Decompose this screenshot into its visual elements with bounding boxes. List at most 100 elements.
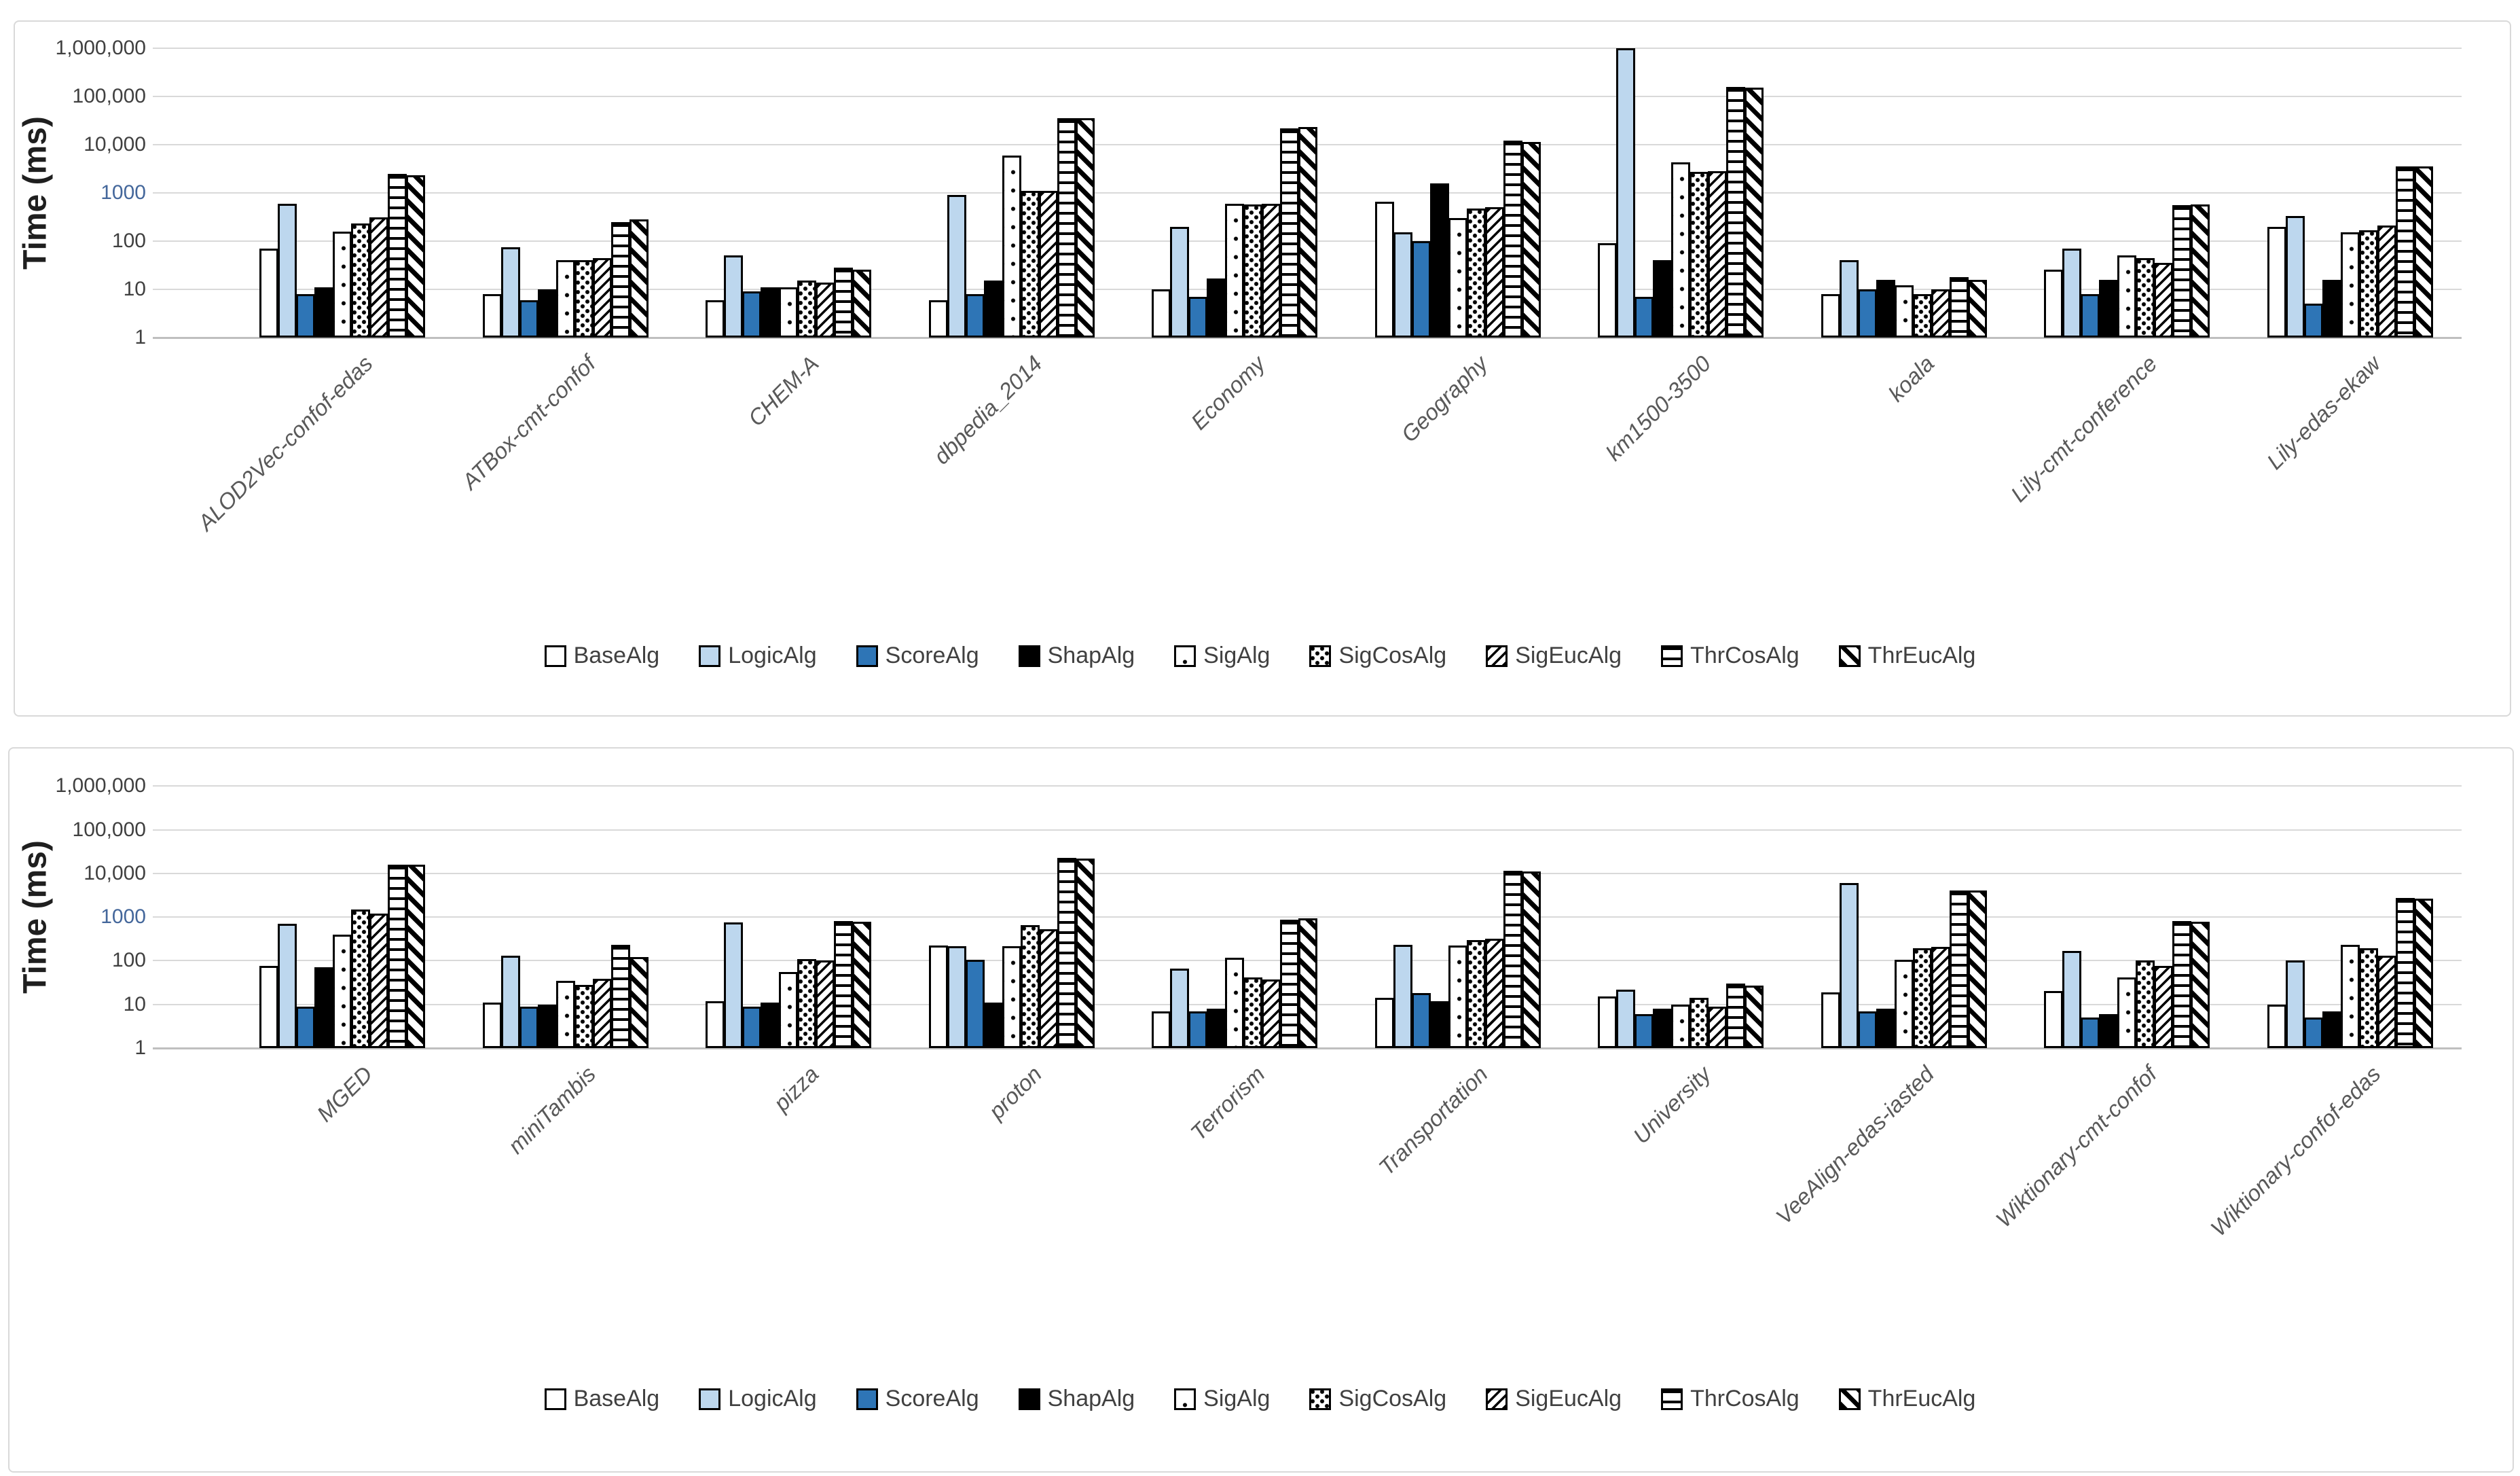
bar-ScoreAlg-Terrorism <box>1188 1011 1207 1048</box>
bar-ShapAlg-Economy <box>1207 278 1226 338</box>
bar-SigCosAlg-Transportation <box>1467 939 1486 1048</box>
bar-ThrCosAlg-miniTambis <box>611 945 630 1048</box>
legend-item-LogicAlg: LogicAlg <box>699 1386 817 1412</box>
bar-ThrEucAlg-Wiktionary-confof-edas <box>2414 899 2433 1048</box>
legend-swatch-solid-blue-icon <box>856 1388 878 1410</box>
bar-ThrEucAlg-dbpedia_2014 <box>1076 118 1095 338</box>
bar-ShapAlg-Wiktionary-confof-edas <box>2322 1011 2341 1048</box>
bar-SigAlg-Terrorism <box>1225 958 1244 1048</box>
bar-ThrCosAlg-proton <box>1057 857 1076 1048</box>
bar-LogicAlg-pizza <box>724 922 743 1048</box>
bar-SigEucAlg-CHEM-A <box>816 282 835 338</box>
y-tick-label: 100,000 <box>72 818 146 841</box>
bar-ShapAlg-Terrorism <box>1207 1008 1226 1048</box>
y-tick-label: 1 <box>134 326 146 348</box>
bar-SigAlg-University <box>1671 1004 1690 1048</box>
bar-ThrCosAlg-VeeAlign-edas-iasted <box>1950 890 1969 1048</box>
bar-ThrCosAlg-Wiktionary-cmt-confof <box>2172 920 2191 1048</box>
bar-ScoreAlg-Geography <box>1412 241 1431 338</box>
bar-ThrCosAlg-koala <box>1950 276 1969 338</box>
y-tick-label: 10,000 <box>84 133 146 156</box>
legend-label: SigEucAlg <box>1515 1386 1622 1411</box>
bar-ScoreAlg-miniTambis <box>519 1006 538 1048</box>
bar-ShapAlg-km1500-3500 <box>1653 260 1672 338</box>
legend-swatch-solid-light-blue-icon <box>699 645 721 667</box>
bar-SigEucAlg-Wiktionary-confof-edas <box>2377 956 2396 1048</box>
legend-label: ShapAlg <box>1047 1386 1135 1411</box>
y-tick-label: 100 <box>111 949 146 972</box>
bar-LogicAlg-Economy <box>1170 226 1189 338</box>
bar-SigCosAlg-Terrorism <box>1243 977 1262 1048</box>
bar-SigEucAlg-ATBox-cmt-confof <box>593 257 612 338</box>
bar-SigEucAlg-km1500-3500 <box>1708 171 1727 338</box>
bar-SigEucAlg-Lily-edas-ekaw <box>2377 226 2396 338</box>
bar-ShapAlg-ATBox-cmt-confof <box>538 289 557 338</box>
bar-ScoreAlg-CHEM-A <box>742 291 761 338</box>
bar-SigEucAlg-proton <box>1039 929 1058 1048</box>
legend-item-ShapAlg: ShapAlg <box>1018 643 1135 669</box>
bar-BaseAlg-pizza <box>706 1001 725 1048</box>
y-tick-label: 1 <box>134 1037 146 1059</box>
y-tick-label: 10 <box>123 278 146 300</box>
bar-LogicAlg-Lily-edas-ekaw <box>2286 216 2305 338</box>
legend-swatch-solid-black-icon <box>1018 645 1040 667</box>
legend-label: BaseAlg <box>573 643 660 668</box>
legend-label: ThrEucAlg <box>1867 643 1976 668</box>
bar-SigCosAlg-CHEM-A <box>797 281 816 338</box>
bar-SigCosAlg-Wiktionary-confof-edas <box>2359 948 2378 1048</box>
bar-ShapAlg-Lily-edas-ekaw <box>2322 279 2341 338</box>
bar-ShapAlg-Wiktionary-cmt-confof <box>2099 1013 2118 1048</box>
y-tick-label: 1,000,000 <box>55 37 146 59</box>
bar-BaseAlg-km1500-3500 <box>1598 243 1617 338</box>
bar-SigCosAlg-VeeAlign-edas-iasted <box>1913 948 1932 1048</box>
legend-swatch-dots-sparse-icon <box>1174 1388 1197 1410</box>
legend-label: SigAlg <box>1203 1386 1271 1411</box>
bar-ThrEucAlg-ATBox-cmt-confof <box>629 219 649 338</box>
y-gridline-1000000 <box>153 48 2462 49</box>
bar-SigAlg-CHEM-A <box>779 287 798 338</box>
legend-swatch-h-stripes-icon <box>1661 645 1683 667</box>
legend-swatch-dots-sparse-icon <box>1174 645 1197 667</box>
legend-label: ScoreAlg <box>885 1386 979 1411</box>
legend-item-SigEucAlg: SigEucAlg <box>1486 1386 1622 1412</box>
bar-SigEucAlg-dbpedia_2014 <box>1039 191 1058 338</box>
bar-ShapAlg-koala <box>1876 279 1895 338</box>
bar-ScoreAlg-pizza <box>742 1006 761 1048</box>
bar-ShapAlg-dbpedia_2014 <box>984 281 1003 338</box>
bar-ShapAlg-pizza <box>761 1003 780 1048</box>
y-gridline-1 <box>153 337 2462 339</box>
bar-LogicAlg-Wiktionary-cmt-confof <box>2062 951 2081 1048</box>
y-gridline-1000 <box>153 916 2462 918</box>
bar-ScoreAlg-University <box>1635 1013 1654 1048</box>
legend-label: ThrCosAlg <box>1690 643 1800 668</box>
y-tick-label: 10,000 <box>84 861 146 884</box>
bar-SigAlg-pizza <box>779 972 798 1048</box>
bar-SigEucAlg-MGED <box>369 914 388 1048</box>
bar-SigEucAlg-Wiktionary-cmt-confof <box>2154 966 2173 1048</box>
bar-SigAlg-Economy <box>1225 203 1244 338</box>
bar-ScoreAlg-Transportation <box>1412 993 1431 1048</box>
legend-label: LogicAlg <box>728 643 817 668</box>
bar-ScoreAlg-Lily-edas-ekaw <box>2304 304 2323 338</box>
legend-item-ThrCosAlg: ThrCosAlg <box>1661 1386 1800 1412</box>
bar-SigAlg-dbpedia_2014 <box>1002 155 1021 338</box>
bar-SigCosAlg-MGED <box>351 909 370 1048</box>
bar-BaseAlg-University <box>1598 996 1617 1048</box>
bar-LogicAlg-Lily-cmt-conference <box>2062 248 2081 338</box>
bar-ShapAlg-proton <box>984 1003 1003 1048</box>
bar-SigEucAlg-Transportation <box>1485 939 1504 1048</box>
bar-ThrEucAlg-miniTambis <box>629 957 649 1048</box>
bar-ThrCosAlg-Geography <box>1503 141 1522 338</box>
y-gridline-1000000 <box>153 785 2462 787</box>
bar-LogicAlg-Transportation <box>1393 944 1412 1048</box>
bar-ThrEucAlg-ALOD2Vec-confof-edas <box>406 175 425 338</box>
bar-LogicAlg-MGED <box>278 924 297 1048</box>
legend-item-ScoreAlg: ScoreAlg <box>856 643 979 669</box>
legend-swatch-solid-blue-icon <box>856 645 878 667</box>
bar-LogicAlg-ALOD2Vec-confof-edas <box>278 203 297 338</box>
bar-LogicAlg-km1500-3500 <box>1616 48 1635 338</box>
bar-BaseAlg-ALOD2Vec-confof-edas <box>259 248 278 338</box>
legend-item-SigAlg: SigAlg <box>1174 643 1270 669</box>
bar-SigEucAlg-koala <box>1931 289 1950 338</box>
